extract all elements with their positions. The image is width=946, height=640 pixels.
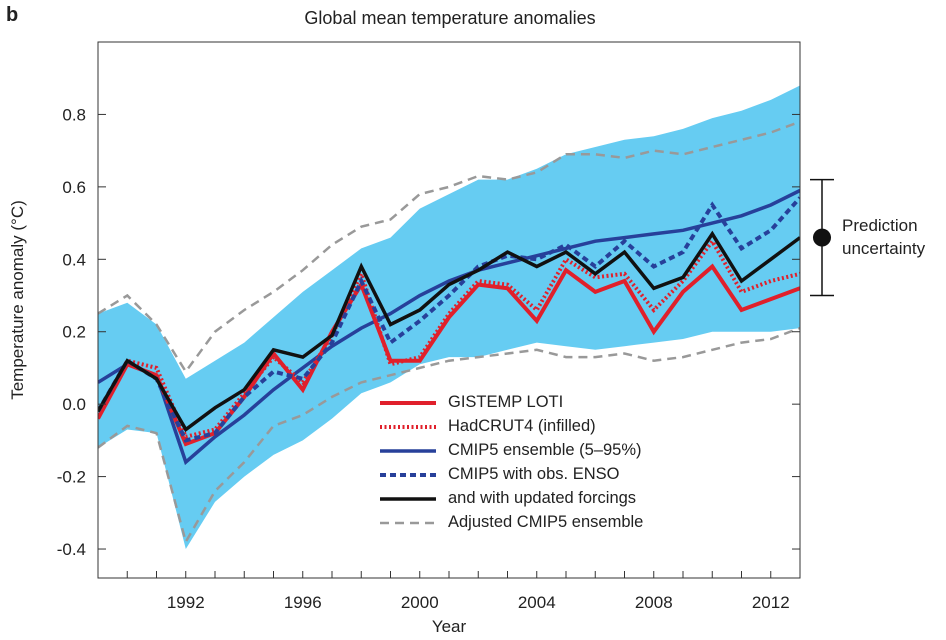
legend-label-adjusted-cmip5: Adjusted CMIP5 ensemble <box>448 513 644 531</box>
y-tick-label: 0.6 <box>62 178 86 197</box>
legend-label-updated-forcings: and with updated forcings <box>448 489 637 507</box>
legend-label-cmip5-enso: CMIP5 with obs. ENSO <box>448 465 620 483</box>
x-tick-label: 2004 <box>518 593 556 612</box>
legend-item-adjusted-cmip5: Adjusted CMIP5 ensemble <box>378 512 698 536</box>
prediction-label-line-2: uncertainty <box>842 239 926 258</box>
y-tick-label: 0.8 <box>62 105 86 124</box>
chart-title: Global mean temperature anomalies <box>304 8 596 28</box>
legend-swatch-adjusted-cmip5 <box>380 521 436 525</box>
cmip5-ensemble-line <box>98 188 800 466</box>
y-tick-label: -0.4 <box>57 540 86 559</box>
legend-label-gistemp: GISTEMP LOTI <box>448 393 564 411</box>
x-tick-label: 2012 <box>752 593 790 612</box>
legend-swatch-hadcrut4 <box>380 425 436 429</box>
prediction-label-line-1: Prediction <box>842 216 918 235</box>
adjusted-ensemble-upper-line <box>98 120 800 374</box>
x-tick-label: 2008 <box>635 593 673 612</box>
prediction-center-dot <box>813 228 831 247</box>
panel-label: b <box>6 4 19 26</box>
legend-item-cmip5-enso: CMIP5 with obs. ENSO <box>378 464 698 488</box>
prediction-uncertainty-label: Prediction uncertainty <box>842 214 942 260</box>
updated-forcings-line <box>98 230 800 433</box>
legend-swatch-gistemp <box>380 401 436 405</box>
x-tick-label: 1996 <box>284 593 322 612</box>
legend-swatch-cmip5 <box>380 449 436 453</box>
legend-label-hadcrut4: HadCRUT4 (infilled) <box>448 417 596 435</box>
y-axis-label-box: Temperature anomaly (°C) <box>8 170 28 430</box>
x-axis-label: Year <box>431 617 467 636</box>
y-axis-label: Temperature anomaly (°C) <box>8 200 27 400</box>
legend: GISTEMP LOTI HadCRUT4 (infilled) CMIP5 e… <box>378 392 698 536</box>
y-tick-label: 0.2 <box>62 323 86 342</box>
plot-area <box>98 85 800 549</box>
cmip5-enso-line <box>98 196 800 443</box>
adjusted-ensemble-lower-line <box>98 326 800 546</box>
y-tick-label: 0.4 <box>62 250 86 269</box>
y-tick-label: -0.2 <box>57 468 86 487</box>
legend-label-cmip5: CMIP5 ensemble (5–95%) <box>448 441 642 459</box>
legend-swatch-cmip5-enso <box>380 473 436 477</box>
x-tick-label: 1992 <box>167 593 205 612</box>
legend-item-updated-forcings: and with updated forcings <box>378 488 698 512</box>
legend-item-gistemp: GISTEMP LOTI <box>378 392 698 416</box>
legend-item-hadcrut4: HadCRUT4 (infilled) <box>378 416 698 440</box>
legend-item-cmip5: CMIP5 ensemble (5–95%) <box>378 440 698 464</box>
y-tick-label: 0.0 <box>62 395 86 414</box>
x-tick-label: 2000 <box>401 593 439 612</box>
legend-swatch-updated-forcings <box>380 497 436 501</box>
